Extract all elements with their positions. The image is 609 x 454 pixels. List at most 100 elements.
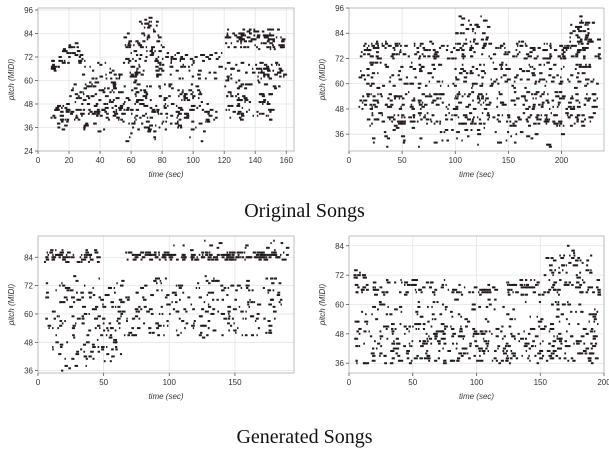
note-mark [261,71,265,74]
note-mark [204,77,207,80]
note-mark [473,354,476,357]
note-mark [220,52,223,55]
note-mark [148,327,150,330]
x-tick-label: 100 [186,156,200,165]
note-mark [442,362,447,365]
note-mark [436,55,440,58]
note-mark [104,294,109,297]
note-mark [398,42,401,45]
note-mark [59,284,61,287]
note-mark [514,91,517,94]
note-mark [538,325,541,328]
note-mark [529,327,533,330]
note-mark [130,73,134,76]
note-mark [553,49,558,52]
note-mark [537,283,539,286]
note-mark [223,253,227,256]
note-mark [552,340,557,343]
note-mark [413,357,418,360]
note-mark [521,354,523,357]
note-mark [183,57,185,60]
note-mark [572,107,576,110]
note-mark [504,80,509,83]
note-mark [160,282,162,285]
note-mark [235,63,238,66]
note-mark [228,108,230,111]
note-mark [61,369,64,372]
note-mark [427,320,430,323]
note-mark [241,32,245,35]
note-mark [579,340,582,343]
note-mark [452,107,457,110]
note-mark [116,320,119,323]
note-mark [221,298,225,301]
note-mark [190,104,195,107]
note-mark [223,286,227,289]
note-mark [433,67,436,70]
note-mark [244,87,248,90]
note-mark [433,57,437,60]
note-mark [489,57,493,60]
note-mark [479,293,482,296]
note-mark [544,49,548,52]
note-mark [52,327,54,330]
note-mark [122,112,126,115]
note-mark [138,65,141,68]
note-mark [267,28,269,31]
note-mark [186,99,191,102]
note-mark [362,286,367,289]
note-mark [204,275,207,278]
note-mark [458,283,461,286]
note-mark [527,357,530,360]
note-mark [524,293,528,296]
note-mark [557,55,561,58]
note-mark [263,73,267,76]
note-mark [81,114,83,117]
note-mark [270,108,275,111]
note-mark [562,124,565,127]
note-mark [363,276,367,279]
note-mark [375,318,379,321]
note-mark [452,342,455,345]
note-mark [64,124,68,127]
note-mark [422,46,426,49]
note-mark [538,293,541,296]
note-mark [256,334,258,337]
note-mark [282,46,285,49]
note-mark [539,78,542,81]
note-mark [143,34,146,37]
note-mark [586,99,590,102]
note-mark [251,67,254,70]
note-mark [504,46,506,49]
note-mark [506,349,508,352]
note-mark [401,281,403,284]
note-mark [133,122,136,125]
note-mark [585,78,589,81]
note-mark [237,110,242,113]
note-mark [498,362,502,365]
note-mark [180,65,184,68]
note-mark [277,291,281,294]
note-mark [61,249,64,252]
note-mark [592,335,596,338]
note-mark [168,303,171,306]
note-mark [369,84,373,87]
note-mark [112,81,117,84]
note-mark [63,301,66,304]
note-mark [414,323,418,326]
note-mark [582,281,586,284]
note-mark [268,331,273,334]
note-mark [514,318,516,321]
note-mark [578,30,580,33]
note-mark [130,132,133,135]
note-mark [524,337,527,340]
note-mark [105,73,107,76]
note-mark [527,116,531,119]
note-mark [278,301,281,304]
note-mark [208,251,211,254]
note-mark [187,114,190,117]
note-mark [445,49,449,52]
note-mark [175,284,178,287]
note-mark [512,283,516,286]
note-mark [505,139,508,142]
